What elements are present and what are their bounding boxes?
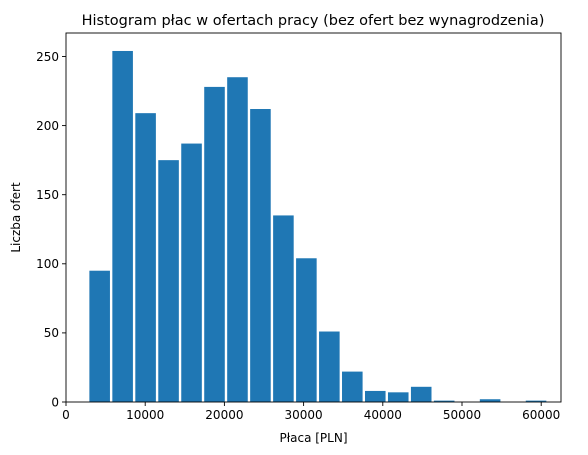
histogram-bar-4 [181, 143, 202, 402]
histogram-bar-14 [410, 386, 432, 402]
x-tick-label-6: 60000 [522, 408, 560, 422]
histogram-bar-1 [112, 50, 133, 402]
x-tick-label-1: 10000 [126, 408, 164, 422]
chart-title: Histogram płac w ofertach pracy (bez ofe… [82, 13, 545, 29]
histogram-bar-3 [158, 160, 179, 402]
bars-group [89, 50, 547, 403]
histogram-bar-15 [433, 400, 455, 402]
histogram-bar-2 [135, 113, 156, 402]
histogram-bar-11 [342, 371, 363, 402]
y-tick-label-0: 0 [51, 395, 59, 409]
histogram-bar-12 [364, 390, 386, 402]
histogram-bar-13 [387, 392, 409, 402]
histogram-bar-5 [204, 86, 225, 403]
y-tick-label-3: 150 [36, 188, 59, 202]
histogram-bar-0 [89, 270, 110, 402]
x-tick-label-4: 40000 [364, 408, 402, 422]
x-axis-ticks: 0 10000 20000 30000 40000 50000 60000 [62, 402, 560, 422]
x-tick-label-0: 0 [62, 408, 70, 422]
histogram-bar-6 [227, 77, 248, 402]
x-tick-label-3: 30000 [285, 408, 323, 422]
histogram-bar-10 [319, 331, 340, 402]
y-tick-label-5: 250 [36, 50, 59, 64]
histogram-bar-19 [525, 400, 547, 402]
y-axis-ticks: 0 50 100 150 200 250 [36, 50, 66, 409]
y-axis-title: Liczba ofert [9, 182, 23, 253]
x-tick-label-2: 20000 [205, 408, 243, 422]
y-tick-label-4: 200 [36, 119, 59, 133]
histogram-bar-17 [479, 399, 501, 402]
histogram-bar-7 [250, 109, 271, 402]
x-tick-label-5: 50000 [443, 408, 481, 422]
histogram-bar-8 [273, 215, 294, 402]
plot-frame [65, 32, 562, 403]
x-axis-title: Płaca [PLN] [279, 431, 347, 445]
histogram-bar-9 [296, 258, 317, 402]
y-tick-label-2: 100 [36, 257, 59, 271]
y-tick-label-1: 50 [44, 326, 59, 340]
